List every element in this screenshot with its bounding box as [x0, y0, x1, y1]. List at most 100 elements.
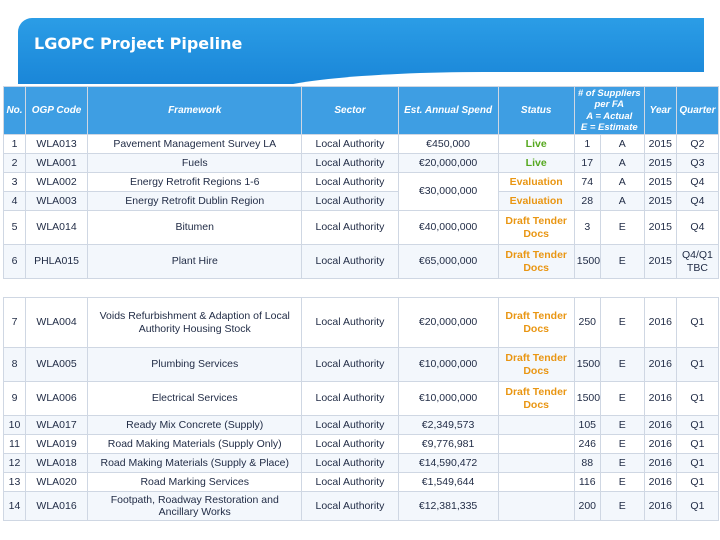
cell-framework: Electrical Services	[87, 381, 303, 416]
cell-no: 2	[2, 153, 27, 173]
pipeline-table-2016: 7 WLA004 Voids Refurbishment & Adaption …	[2, 297, 720, 521]
cell-ae: A	[599, 191, 645, 211]
table-row: 7 WLA004 Voids Refurbishment & Adaption …	[2, 297, 720, 348]
header-no: No.	[2, 86, 27, 135]
cell-sector: Local Authority	[301, 453, 399, 473]
cell-no: 5	[2, 210, 27, 245]
header-suppliers-line2: A = Actual	[586, 110, 633, 122]
cell-status: Draft Tender Docs	[497, 381, 575, 416]
cell-no: 3	[2, 172, 27, 192]
header-year: Year	[643, 86, 677, 135]
cell-ae: A	[599, 134, 645, 154]
cell-suppliers: 116	[573, 472, 601, 492]
cell-no: 11	[2, 434, 27, 454]
cell-ae: A	[599, 153, 645, 173]
cell-sector: Local Authority	[301, 210, 399, 245]
cell-code: WLA019	[25, 434, 89, 454]
cell-code: WLA017	[25, 415, 89, 435]
cell-framework: Energy Retrofit Regions 1-6	[87, 172, 303, 192]
cell-ae: E	[599, 347, 645, 382]
cell-suppliers: 1500	[573, 244, 601, 279]
cell-quarter: Q3	[675, 153, 720, 173]
cell-framework: Road Making Materials (Supply Only)	[87, 434, 303, 454]
cell-code: WLA020	[25, 472, 89, 492]
cell-suppliers: 28	[573, 191, 601, 211]
cell-year: 2015	[643, 244, 677, 279]
cell-quarter: Q1	[675, 434, 720, 454]
cell-status	[497, 491, 575, 521]
pipeline-table-2015: No. OGP Code Framework Sector Est. Annua…	[2, 86, 720, 279]
cell-suppliers: 250	[573, 297, 601, 348]
cell-quarter: Q4/Q1 TBC	[675, 244, 720, 279]
cell-suppliers: 1	[573, 134, 601, 154]
cell-quarter: Q1	[675, 453, 720, 473]
cell-ae: E	[599, 472, 645, 492]
cell-quarter: Q1	[675, 491, 720, 521]
header-suppliers-line3: E = Estimate	[580, 121, 638, 133]
table-row: 14 WLA016 Footpath, Roadway Restoration …	[2, 491, 720, 521]
header-suppliers: # of Suppliers per FA A = Actual E = Est…	[573, 86, 645, 135]
cell-code: WLA005	[25, 347, 89, 382]
cell-year: 2016	[643, 491, 677, 521]
cell-suppliers: 1500	[573, 381, 601, 416]
header-spend: Est. Annual Spend	[397, 86, 499, 135]
header-quarter: Quarter	[675, 86, 720, 135]
cell-sector: Local Authority	[301, 172, 399, 192]
cell-quarter: Q1	[675, 415, 720, 435]
cell-ae: E	[599, 434, 645, 454]
cell-no: 12	[2, 453, 27, 473]
table-row: 6 PHLA015 Plant Hire Local Authority €65…	[2, 244, 720, 279]
cell-code: WLA018	[25, 453, 89, 473]
cell-framework: Road Marking Services	[87, 472, 303, 492]
cell-code: WLA004	[25, 297, 89, 348]
cell-year: 2016	[643, 297, 677, 348]
cell-year: 2015	[643, 134, 677, 154]
cell-status: Evaluation	[497, 191, 575, 211]
cell-no: 4	[2, 191, 27, 211]
title-banner: LGOPC Project Pipeline	[18, 18, 704, 96]
table-row: 10 WLA017 Ready Mix Concrete (Supply) Lo…	[2, 415, 720, 435]
cell-ae: E	[599, 210, 645, 245]
cell-status: Evaluation	[497, 172, 575, 192]
cell-quarter: Q1	[675, 381, 720, 416]
table-row: 13 WLA020 Road Marking Services Local Au…	[2, 472, 720, 492]
cell-year: 2016	[643, 381, 677, 416]
table-row: 12 WLA018 Road Making Materials (Supply …	[2, 453, 720, 473]
cell-sector: Local Authority	[301, 415, 399, 435]
page-title: LGOPC Project Pipeline	[34, 34, 243, 53]
cell-status: Draft Tender Docs	[497, 244, 575, 279]
cell-framework: Energy Retrofit Dublin Region	[87, 191, 303, 211]
cell-ae: E	[599, 244, 645, 279]
cell-year: 2016	[643, 453, 677, 473]
header-sector: Sector	[301, 86, 399, 135]
cell-status: Live	[497, 153, 575, 173]
cell-year: 2016	[643, 347, 677, 382]
cell-spend: €10,000,000	[397, 347, 499, 382]
header-ogp-code: OGP Code	[25, 86, 89, 135]
table-row: 3 WLA002 Energy Retrofit Regions 1-6 Loc…	[2, 172, 720, 211]
header-suppliers-line1: # of Suppliers per FA	[577, 87, 641, 111]
cell-spend: €450,000	[397, 134, 499, 154]
cell-status: Live	[497, 134, 575, 154]
cell-code: PHLA015	[25, 244, 89, 279]
cell-framework: Bitumen	[87, 210, 303, 245]
cell-sector: Local Authority	[301, 347, 399, 382]
header-row: No. OGP Code Framework Sector Est. Annua…	[2, 86, 720, 135]
cell-suppliers: 17	[573, 153, 601, 173]
cell-year: 2015	[643, 172, 677, 192]
cell-status	[497, 434, 575, 454]
table-row: 9 WLA006 Electrical Services Local Autho…	[2, 381, 720, 416]
cell-spend: €9,776,981	[397, 434, 499, 454]
cell-spend: €10,000,000	[397, 381, 499, 416]
cell-quarter: Q1	[675, 347, 720, 382]
cell-spend: €20,000,000	[397, 153, 499, 173]
cell-spend: €30,000,000	[397, 172, 499, 211]
cell-sector: Local Authority	[301, 191, 399, 211]
cell-framework: Plumbing Services	[87, 347, 303, 382]
cell-status: Draft Tender Docs	[497, 210, 575, 245]
cell-code: WLA014	[25, 210, 89, 245]
cell-quarter: Q4	[675, 172, 720, 192]
cell-ae: E	[599, 491, 645, 521]
cell-sector: Local Authority	[301, 244, 399, 279]
cell-status: Draft Tender Docs	[497, 297, 575, 348]
